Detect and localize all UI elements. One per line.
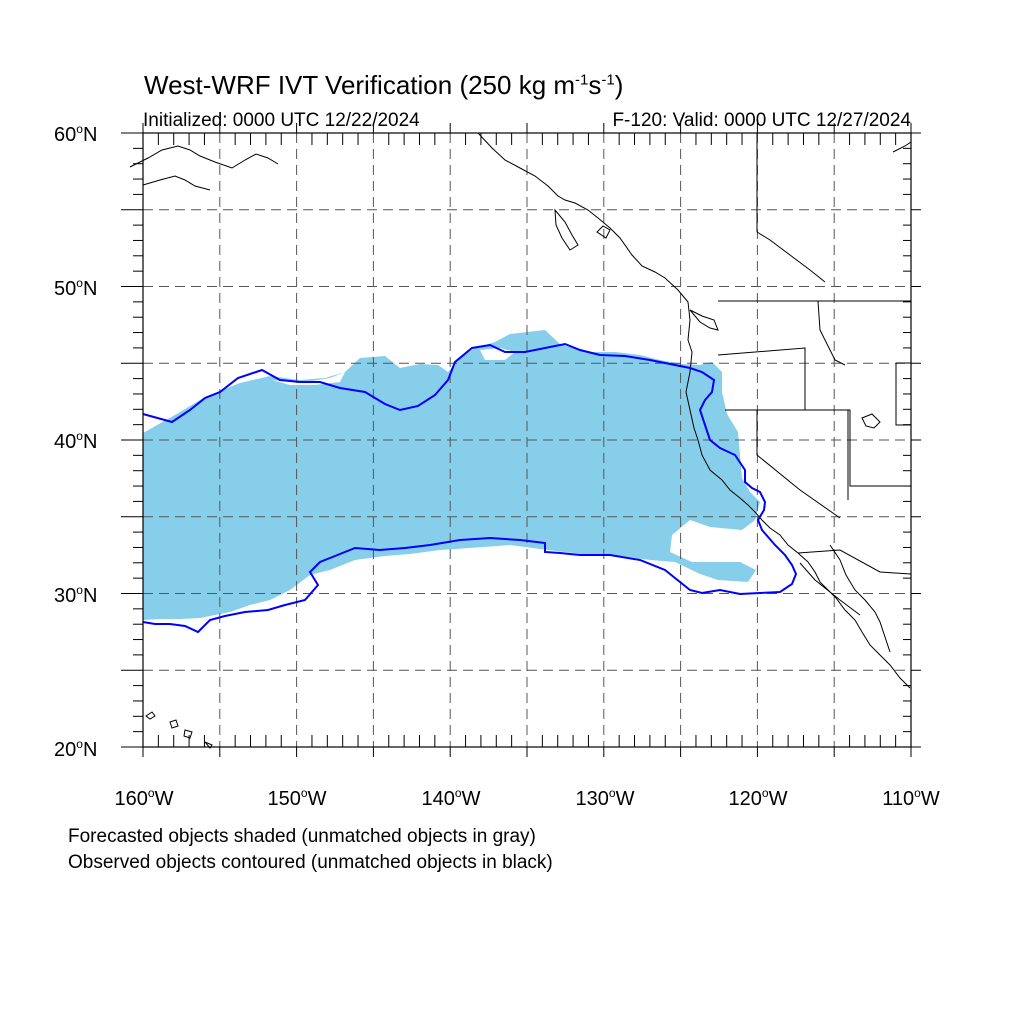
degree-symbol: o bbox=[76, 122, 83, 136]
degree-symbol: o bbox=[76, 583, 83, 597]
valid-time: F-120: Valid: 0000 UTC 12/27/2024 bbox=[612, 110, 911, 131]
lat-value: 60 bbox=[54, 124, 77, 146]
lat-label-40: 40oN bbox=[54, 429, 108, 454]
title-exponent-1: -1 bbox=[575, 71, 589, 89]
lat-label-30: 30oN bbox=[54, 583, 108, 608]
lon-label-150w: 150oW bbox=[252, 786, 342, 811]
lon-hemisphere: W bbox=[461, 788, 481, 810]
map-title: West-WRF IVT Verification (250 kg m-1s-1… bbox=[144, 70, 623, 101]
caption-observed: Observed objects contoured (unmatched ob… bbox=[68, 852, 553, 873]
title-exponent-2: -1 bbox=[601, 71, 615, 89]
lat-label-60: 60oN bbox=[54, 122, 108, 147]
degree-symbol: o bbox=[914, 786, 921, 800]
lon-label-130w: 130oW bbox=[560, 786, 650, 811]
lat-value: 50 bbox=[54, 278, 77, 300]
axis-ticks bbox=[121, 123, 921, 757]
degree-symbol: o bbox=[608, 786, 616, 800]
lon-value: 110 bbox=[882, 788, 915, 810]
lat-hemisphere: N bbox=[82, 124, 98, 146]
degree-symbol: o bbox=[147, 786, 155, 800]
lon-hemisphere: W bbox=[154, 788, 174, 810]
degree-symbol: o bbox=[76, 429, 83, 443]
lon-hemisphere: W bbox=[307, 788, 327, 810]
lat-value: 30 bbox=[54, 585, 77, 607]
observed-ivt-contour bbox=[142, 342, 798, 634]
degree-symbol: o bbox=[300, 786, 308, 800]
lon-label-110w: 110oW bbox=[866, 786, 956, 811]
lat-value: 40 bbox=[54, 431, 77, 453]
forecast-ivt-object bbox=[143, 330, 760, 620]
lon-value: 140 bbox=[421, 788, 455, 810]
lat-value: 20 bbox=[54, 739, 77, 761]
lat-hemisphere: N bbox=[82, 431, 98, 453]
lat-hemisphere: N bbox=[82, 739, 98, 761]
initialized-time: Initialized: 0000 UTC 12/22/2024 bbox=[143, 110, 420, 131]
forecast-gap-2 bbox=[272, 372, 345, 385]
caption-forecast: Forecasted objects shaded (unmatched obj… bbox=[68, 826, 536, 847]
lat-label-20: 20oN bbox=[54, 737, 108, 762]
degree-symbol: o bbox=[76, 737, 83, 751]
lon-value: 130 bbox=[575, 788, 609, 810]
lon-hemisphere: W bbox=[615, 788, 635, 810]
lon-label-120w: 120oW bbox=[713, 786, 803, 811]
title-text: West-WRF IVT Verification (250 kg m bbox=[144, 70, 576, 100]
graticule bbox=[143, 133, 911, 747]
lon-value: 120 bbox=[728, 788, 762, 810]
lon-hemisphere: W bbox=[768, 788, 788, 810]
lat-hemisphere: N bbox=[82, 585, 98, 607]
degree-symbol: o bbox=[761, 786, 769, 800]
lon-label-160w: 160oW bbox=[99, 786, 189, 811]
lat-label-50: 50oN bbox=[54, 276, 108, 301]
title-close: ) bbox=[614, 70, 624, 100]
lat-hemisphere: N bbox=[82, 278, 98, 300]
title-unit-s: s bbox=[588, 70, 602, 100]
degree-symbol: o bbox=[454, 786, 462, 800]
lon-value: 150 bbox=[267, 788, 301, 810]
lon-value: 160 bbox=[114, 788, 148, 810]
lon-hemisphere: W bbox=[920, 788, 940, 810]
degree-symbol: o bbox=[76, 276, 83, 290]
political-boundaries bbox=[717, 133, 912, 616]
lon-label-140w: 140oW bbox=[406, 786, 496, 811]
